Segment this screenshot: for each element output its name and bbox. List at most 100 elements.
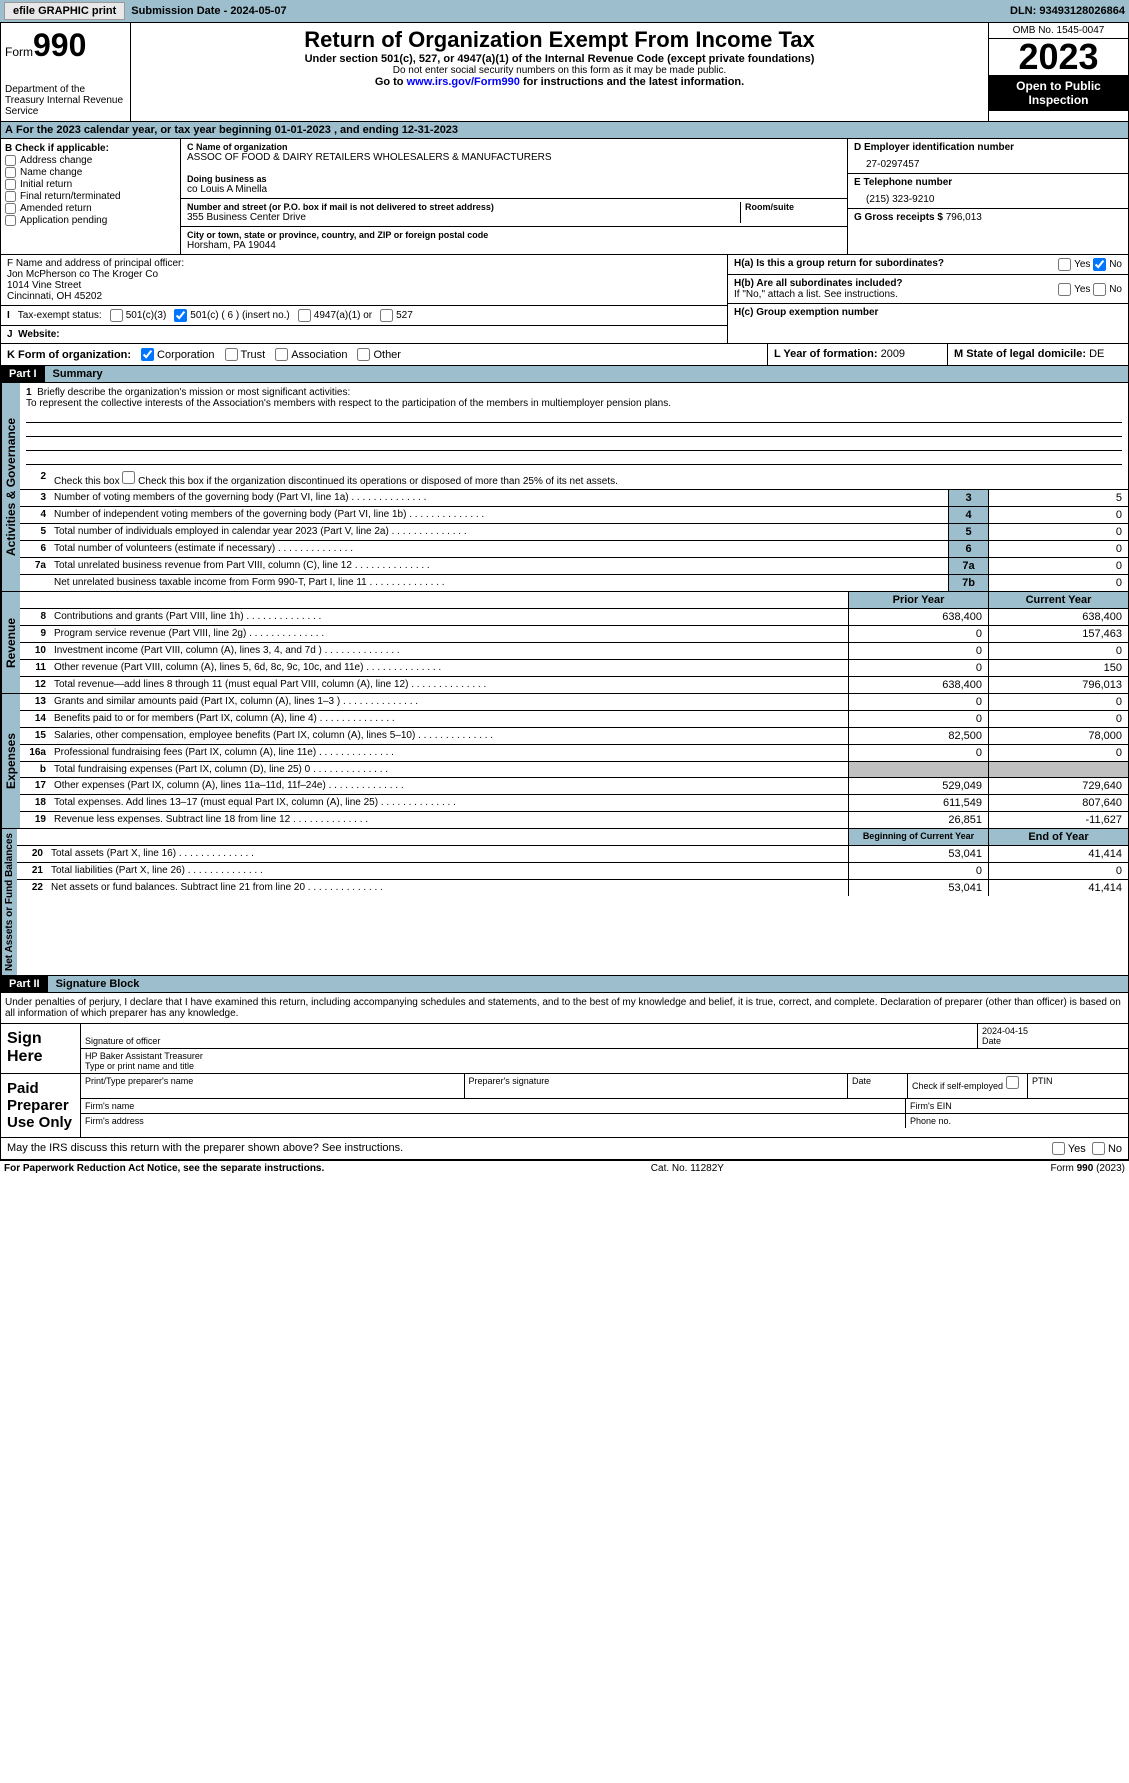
officer-label: F Name and address of principal officer:	[7, 258, 721, 269]
year-formation-label: L Year of formation:	[774, 348, 878, 360]
col-prior-year: Prior Year	[848, 592, 988, 608]
summary-row: 5Total number of individuals employed in…	[20, 524, 1128, 541]
officer-name: Jon McPherson co The Kroger Co	[7, 269, 721, 280]
chk-corporation[interactable]	[141, 348, 154, 361]
chk-527[interactable]	[380, 309, 393, 322]
summary-row: 21Total liabilities (Part X, line 26)00	[17, 863, 1128, 880]
expenses-section: Expenses 13Grants and similar amounts pa…	[0, 694, 1129, 829]
chk-other[interactable]	[357, 348, 370, 361]
summary-row: 11Other revenue (Part VIII, column (A), …	[20, 660, 1128, 677]
dln-number: DLN: 93493128026864	[1010, 5, 1125, 17]
chk-trust[interactable]	[225, 348, 238, 361]
section-f-m: F Name and address of principal officer:…	[0, 255, 1129, 344]
top-bar: efile GRAPHIC print Submission Date - 20…	[0, 0, 1129, 22]
summary-row: 6Total number of volunteers (estimate if…	[20, 541, 1128, 558]
ein-label: D Employer identification number	[854, 142, 1122, 153]
discuss-row: May the IRS discuss this return with the…	[0, 1138, 1129, 1160]
section-k-l-m: K Form of organization: Corporation Trus…	[0, 344, 1129, 366]
city-value: Horsham, PA 19044	[187, 240, 841, 251]
mission-text: To represent the collective interests of…	[26, 398, 671, 409]
irs-link[interactable]: www.irs.gov/Form990	[407, 76, 520, 88]
page-footer: For Paperwork Reduction Act Notice, see …	[0, 1160, 1129, 1176]
chk-application-pending[interactable]	[5, 215, 16, 226]
form-title: Return of Organization Exempt From Incom…	[135, 27, 984, 53]
chk-4947[interactable]	[298, 309, 311, 322]
footer-left: For Paperwork Reduction Act Notice, see …	[4, 1163, 324, 1174]
summary-row: Net unrelated business taxable income fr…	[20, 575, 1128, 591]
summary-row: 17Other expenses (Part IX, column (A), l…	[20, 778, 1128, 795]
org-name-label: C Name of organization	[187, 142, 841, 152]
tel-label: E Telephone number	[854, 177, 1122, 188]
footer-mid: Cat. No. 11282Y	[651, 1163, 724, 1174]
activities-governance: Activities & Governance 1 Briefly descri…	[0, 383, 1129, 592]
hc-label: H(c) Group exemption number	[734, 307, 878, 318]
summary-row: 12Total revenue—add lines 8 through 11 (…	[20, 677, 1128, 693]
officer-signature-name: HP Baker Assistant Treasurer	[85, 1051, 203, 1061]
chk-initial-return[interactable]	[5, 179, 16, 190]
form-number: Form990	[5, 27, 126, 64]
chk-hb-no[interactable]	[1093, 283, 1106, 296]
ha-label: H(a) Is this a group return for subordin…	[734, 258, 944, 269]
officer-city: Cincinnati, OH 45202	[7, 291, 721, 302]
chk-hb-yes[interactable]	[1058, 283, 1071, 296]
sign-here-block: Sign Here Signature of officer 2024-04-1…	[0, 1024, 1129, 1074]
summary-row: 10Investment income (Part VIII, column (…	[20, 643, 1128, 660]
street-value: 355 Business Center Drive	[187, 212, 736, 223]
summary-row: 14Benefits paid to or for members (Part …	[20, 711, 1128, 728]
net-assets-section: Net Assets or Fund Balances Beginning of…	[0, 829, 1129, 976]
revenue-section: Revenue Prior Year Current Year 8Contrib…	[0, 592, 1129, 694]
summary-row: 15Salaries, other compensation, employee…	[20, 728, 1128, 745]
tab-activities: Activities & Governance	[1, 383, 20, 591]
section-b-header: B Check if applicable:	[5, 143, 176, 154]
tax-year: 2023	[989, 39, 1128, 75]
dept-treasury: Department of the Treasury Internal Reve…	[5, 84, 126, 117]
chk-self-employed[interactable]	[1006, 1076, 1019, 1089]
org-name: ASSOC OF FOOD & DAIRY RETAILERS WHOLESAL…	[187, 152, 841, 163]
chk-discuss-yes[interactable]	[1052, 1142, 1065, 1155]
part1-header: Part I Summary	[0, 366, 1129, 383]
mission-label: Briefly describe the organization's miss…	[37, 387, 350, 398]
part2-header: Part II Signature Block	[0, 976, 1129, 993]
hb-note: If "No," attach a list. See instructions…	[734, 289, 898, 300]
ein-value: 27-0297457	[854, 153, 1122, 170]
summary-row: 13Grants and similar amounts paid (Part …	[20, 694, 1128, 711]
line2-text: Check this box Check this box if the org…	[50, 469, 1128, 489]
city-label: City or town, state or province, country…	[187, 230, 841, 240]
tel-value: (215) 323-9210	[854, 188, 1122, 205]
room-label: Room/suite	[745, 202, 841, 212]
col-end-year: End of Year	[988, 829, 1128, 845]
chk-ha-yes[interactable]	[1058, 258, 1071, 271]
declaration-text: Under penalties of perjury, I declare th…	[0, 993, 1129, 1024]
street-label: Number and street (or P.O. box if mail i…	[187, 202, 736, 212]
chk-amended-return[interactable]	[5, 203, 16, 214]
chk-association[interactable]	[275, 348, 288, 361]
chk-ha-no[interactable]	[1093, 258, 1106, 271]
domicile-value: DE	[1089, 348, 1104, 360]
form-org-label: K Form of organization:	[7, 349, 131, 361]
chk-discuss-no[interactable]	[1092, 1142, 1105, 1155]
chk-address-change[interactable]	[5, 155, 16, 166]
hb-label: H(b) Are all subordinates included?	[734, 278, 903, 289]
chk-final-return[interactable]	[5, 191, 16, 202]
goto-line: Go to www.irs.gov/Form990 for instructio…	[135, 76, 984, 88]
tab-expenses: Expenses	[1, 694, 20, 828]
section-a-calendar-year: A For the 2023 calendar year, or tax yea…	[0, 122, 1129, 139]
submission-date: Submission Date - 2024-05-07	[131, 5, 286, 17]
chk-name-change[interactable]	[5, 167, 16, 178]
chk-discontinued[interactable]	[122, 471, 135, 484]
chk-501c[interactable]	[174, 309, 187, 322]
footer-right: Form 990 (2023)	[1051, 1163, 1125, 1174]
form-header: Form990 Department of the Treasury Inter…	[0, 22, 1129, 122]
paid-preparer-label: Paid Preparer Use Only	[1, 1074, 81, 1137]
officer-street: 1014 Vine Street	[7, 280, 721, 291]
summary-row: bTotal fundraising expenses (Part IX, co…	[20, 762, 1128, 778]
summary-row: 8Contributions and grants (Part VIII, li…	[20, 609, 1128, 626]
tax-exempt-label: Tax-exempt status:	[18, 310, 102, 321]
year-formation-value: 2009	[881, 348, 905, 360]
col-current-year: Current Year	[988, 592, 1128, 608]
efile-print-button[interactable]: efile GRAPHIC print	[4, 2, 125, 20]
summary-row: 18Total expenses. Add lines 13–17 (must …	[20, 795, 1128, 812]
chk-501c3[interactable]	[110, 309, 123, 322]
subtitle-2: Do not enter social security numbers on …	[135, 65, 984, 76]
subtitle-1: Under section 501(c), 527, or 4947(a)(1)…	[135, 53, 984, 65]
